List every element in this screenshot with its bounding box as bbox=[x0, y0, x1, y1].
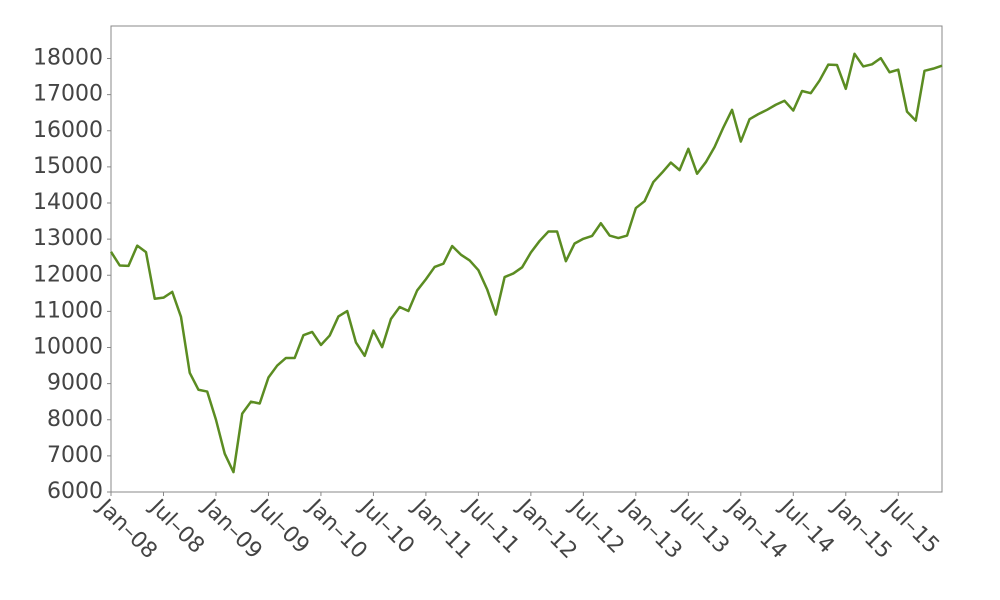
x-tick-label: Jan–14 bbox=[721, 493, 792, 564]
y-tick-label: 7000 bbox=[47, 443, 103, 468]
y-tick-label: 10000 bbox=[33, 335, 103, 360]
plot-frame bbox=[110, 25, 943, 493]
x-tick-label: Jan–09 bbox=[196, 493, 267, 564]
y-tick-label: 12000 bbox=[33, 262, 103, 287]
y-tick-label: 9000 bbox=[47, 371, 103, 396]
data-line bbox=[109, 52, 943, 474]
y-tick-label: 11000 bbox=[33, 298, 103, 323]
y-tick-label: 17000 bbox=[33, 82, 103, 107]
x-tick-label: Jan–13 bbox=[616, 493, 687, 564]
x-tick-label: Jan–15 bbox=[826, 493, 897, 564]
y-tick-label: 18000 bbox=[33, 46, 103, 71]
x-tick-label: Jan–11 bbox=[406, 493, 477, 564]
y-tick-label: 13000 bbox=[33, 226, 103, 251]
y-tick-label: 16000 bbox=[33, 118, 103, 143]
y-tick-label: 6000 bbox=[47, 479, 103, 504]
y-tick-label: 15000 bbox=[33, 154, 103, 179]
x-tick-label: Jan–10 bbox=[301, 493, 372, 564]
x-tick-label: Jan–12 bbox=[511, 493, 582, 564]
y-tick-label: 8000 bbox=[47, 407, 103, 432]
x-tick-label: Jan–08 bbox=[91, 493, 162, 564]
y-tick-label: 14000 bbox=[33, 190, 103, 215]
